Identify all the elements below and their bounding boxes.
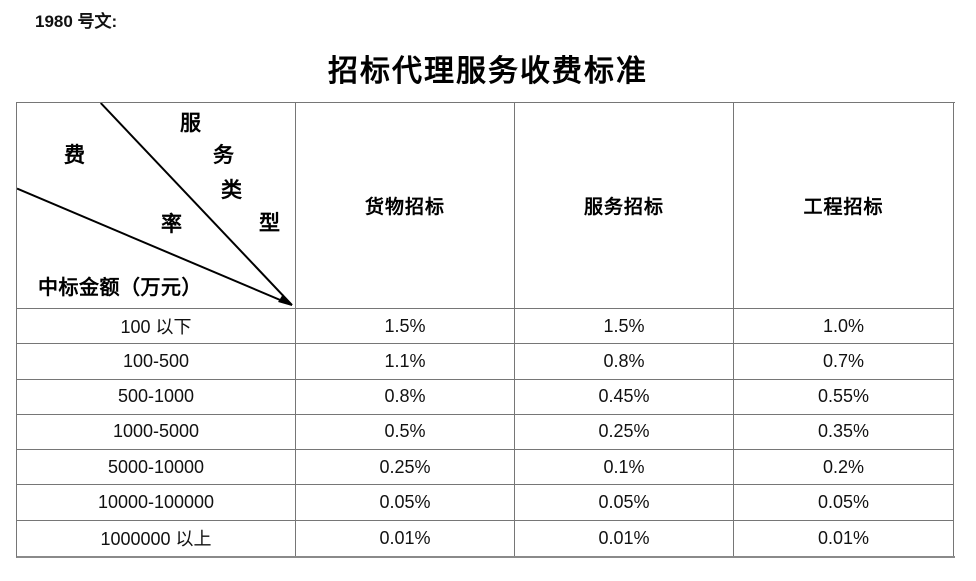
fee-value: 0.2% (734, 450, 954, 486)
page-title: 招标代理服务收费标准 (328, 55, 648, 88)
doc-number-label: 1980 号文: (35, 12, 118, 31)
fee-value: 0.01% (734, 520, 954, 556)
corner-label-service-char3: 类 (221, 178, 242, 202)
row-range-label: 1000000 以上 (17, 520, 296, 556)
corner-label-service-char2: 务 (213, 143, 234, 167)
fee-table: 服 务 类 型 费 率 中标金额（万元） 货物招标 服务招标 工程招标 100 … (16, 102, 955, 558)
fee-value: 0.05% (515, 485, 734, 521)
fee-value: 0.7% (734, 344, 954, 380)
fee-value: 0.55% (734, 379, 954, 415)
fee-value: 0.1% (515, 450, 734, 486)
row-range-label: 10000-100000 (17, 485, 296, 521)
fee-value: 0.8% (515, 344, 734, 380)
row-range-label: 100 以下 (17, 309, 296, 345)
fee-value: 1.5% (515, 309, 734, 345)
fee-value: 0.25% (515, 414, 734, 451)
fee-value: 0.5% (296, 414, 515, 451)
row-range-label: 100-500 (17, 344, 296, 380)
corner-label-rate-char: 率 (161, 212, 182, 236)
table-corner-cell: 服 务 类 型 费 率 中标金额（万元） (17, 103, 296, 309)
column-header-engineering: 工程招标 (734, 103, 954, 309)
row-range-label: 500-1000 (17, 379, 296, 415)
row-axis-label: 中标金额（万元） (38, 277, 202, 299)
diagonal-divider-lines (17, 103, 293, 307)
fee-value: 0.45% (515, 379, 734, 415)
fee-value: 0.01% (296, 520, 515, 556)
column-header-services: 服务招标 (515, 103, 734, 309)
corner-label-fee-char: 费 (64, 143, 85, 167)
fee-value: 1.0% (734, 309, 954, 345)
fee-value: 0.01% (515, 520, 734, 556)
fee-value: 0.25% (296, 450, 515, 486)
fee-value: 1.5% (296, 309, 515, 345)
row-range-label: 5000-10000 (17, 450, 296, 486)
fee-value: 0.05% (734, 485, 954, 521)
fee-value: 0.05% (296, 485, 515, 521)
corner-label-service-char1: 服 (180, 111, 201, 135)
fee-value: 0.8% (296, 379, 515, 415)
corner-label-service-char4: 型 (259, 211, 280, 235)
fee-value: 1.1% (296, 344, 515, 380)
row-range-label: 1000-5000 (17, 414, 296, 451)
arrowhead-icon (278, 294, 293, 307)
column-header-goods: 货物招标 (296, 103, 515, 309)
fee-value: 0.35% (734, 414, 954, 451)
